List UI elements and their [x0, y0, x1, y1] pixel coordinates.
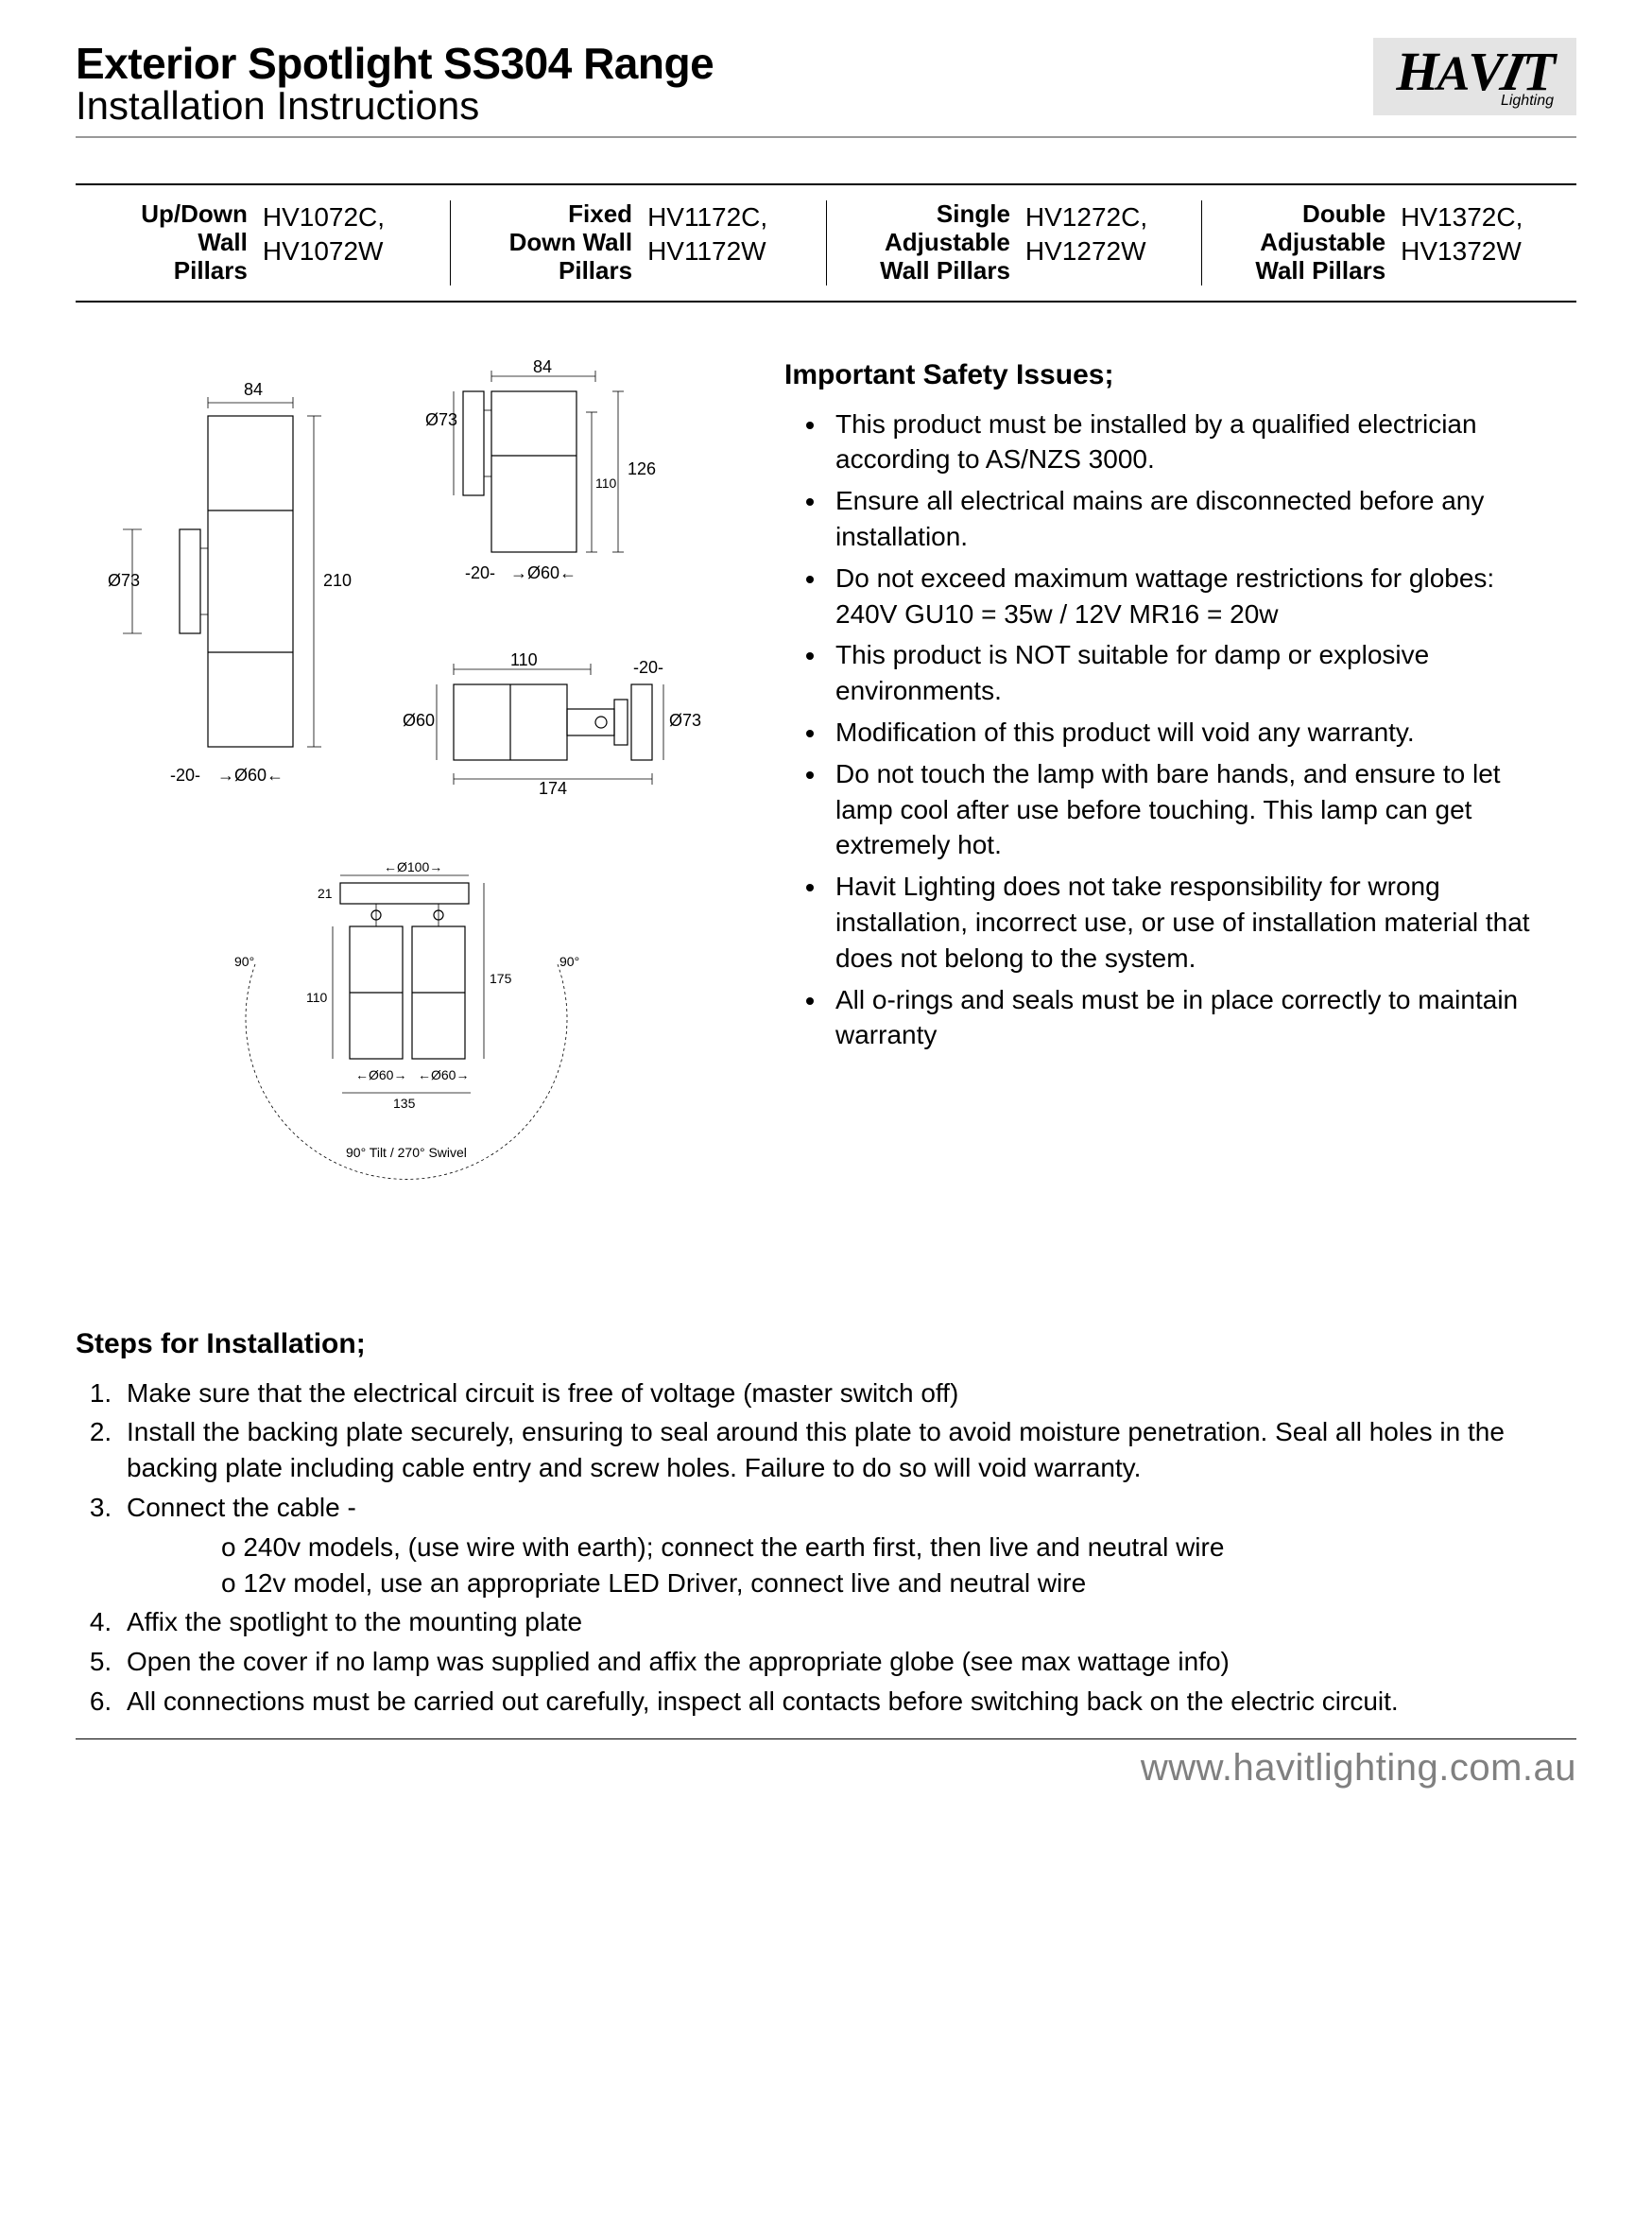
- svg-text:-20-: -20-: [465, 563, 495, 582]
- step-item-text: Connect the cable -: [127, 1493, 356, 1522]
- safety-section: Important Safety Issues; This product mu…: [784, 359, 1576, 1271]
- safety-list: This product must be installed by a qual…: [784, 406, 1557, 1054]
- product-label: SingleAdjustableWall Pillars: [880, 200, 1010, 285]
- step-subitem: 12v model, use an appropriate LED Driver…: [221, 1565, 1576, 1601]
- product-cell: DoubleAdjustableWall Pillars HV1372C,HV1…: [1202, 200, 1576, 285]
- svg-text:Ø73: Ø73: [425, 410, 457, 429]
- steps-list: Make sure that the electrical circuit is…: [76, 1375, 1576, 1720]
- safety-item: Ensure all electrical mains are disconne…: [828, 483, 1557, 555]
- product-model-bar: Up/DownWallPillars HV1072C,HV1072W Fixed…: [76, 183, 1576, 303]
- svg-text:110: 110: [595, 476, 617, 491]
- step-item: Connect the cable - 240v models, (use wi…: [119, 1490, 1576, 1600]
- step-item: Install the backing plate securely, ensu…: [119, 1414, 1576, 1486]
- product-codes: HV1272C,HV1272W: [1025, 200, 1147, 285]
- product-codes: HV1372C,HV1372W: [1401, 200, 1523, 285]
- svg-text:210: 210: [323, 571, 352, 590]
- footer-url: www.havitlighting.com.au: [76, 1747, 1576, 1790]
- svg-text:←Ø60→: ←Ø60→: [418, 1067, 469, 1082]
- product-label: DoubleAdjustableWall Pillars: [1255, 200, 1385, 285]
- svg-text:84: 84: [533, 359, 552, 376]
- svg-text:Ø73: Ø73: [669, 711, 701, 730]
- svg-text:→Ø60←: →Ø60←: [217, 766, 284, 785]
- product-cell: SingleAdjustableWall Pillars HV1272C,HV1…: [827, 200, 1202, 285]
- logo-main-text: HAVIT: [1396, 47, 1554, 96]
- product-cell: FixedDown WallPillars HV1172C,HV1172W: [451, 200, 826, 285]
- safety-item: All o-rings and seals must be in place c…: [828, 982, 1557, 1054]
- diagrams-svg: 84 Ø73 210 -20- →Ø60←: [76, 359, 756, 1267]
- step-item: Affix the spotlight to the mounting plat…: [119, 1604, 1576, 1640]
- product-codes: HV1072C,HV1072W: [263, 200, 385, 285]
- svg-text:-20-: -20-: [633, 658, 663, 677]
- safety-item: This product must be installed by a qual…: [828, 406, 1557, 478]
- svg-text:→Ø60←: →Ø60←: [510, 563, 576, 582]
- technical-diagrams: 84 Ø73 210 -20- →Ø60←: [76, 359, 756, 1271]
- brand-logo: HAVIT Lighting: [1373, 38, 1576, 115]
- step-sublist: 240v models, (use wire with earth); conn…: [127, 1530, 1576, 1601]
- safety-item: Modification of this product will void a…: [828, 715, 1557, 751]
- page-title: Exterior Spotlight SS304 Range: [76, 38, 714, 89]
- svg-text:Ø60: Ø60: [403, 711, 435, 730]
- svg-text:Ø73: Ø73: [108, 571, 140, 590]
- svg-text:110: 110: [510, 650, 538, 669]
- svg-text:110: 110: [306, 990, 328, 1005]
- safety-item: This product is NOT suitable for damp or…: [828, 637, 1557, 709]
- step-item: Open the cover if no lamp was supplied a…: [119, 1644, 1576, 1680]
- svg-text:-20-: -20-: [170, 766, 200, 785]
- steps-section: Steps for Installation; Make sure that t…: [76, 1328, 1576, 1720]
- safety-item: Do not exceed maximum wattage restrictio…: [828, 561, 1557, 632]
- product-label: Up/DownWallPillars: [141, 200, 248, 285]
- footer-rule: [76, 1738, 1576, 1739]
- svg-text:175: 175: [490, 971, 512, 986]
- svg-text:90° Tilt / 270° Swivel: 90° Tilt / 270° Swivel: [346, 1145, 467, 1160]
- step-item: All connections must be carried out care…: [119, 1684, 1576, 1720]
- step-item: Make sure that the electrical circuit is…: [119, 1375, 1576, 1411]
- svg-text:84: 84: [244, 380, 263, 399]
- svg-text:135: 135: [393, 1096, 416, 1111]
- svg-text:←Ø60→: ←Ø60→: [355, 1067, 406, 1082]
- svg-text:90°: 90°: [234, 954, 254, 969]
- safety-heading: Important Safety Issues;: [784, 359, 1557, 391]
- header-titles: Exterior Spotlight SS304 Range Installat…: [76, 38, 714, 129]
- step-subitem: 240v models, (use wire with earth); conn…: [221, 1530, 1576, 1565]
- svg-text:21: 21: [318, 886, 333, 901]
- safety-item: Do not touch the lamp with bare hands, a…: [828, 756, 1557, 863]
- svg-text:←Ø100→: ←Ø100→: [384, 859, 442, 874]
- body-row: 84 Ø73 210 -20- →Ø60←: [76, 359, 1576, 1271]
- product-label: FixedDown WallPillars: [509, 200, 632, 285]
- safety-item: Havit Lighting does not take responsibil…: [828, 869, 1557, 976]
- svg-text:174: 174: [539, 779, 567, 798]
- steps-heading: Steps for Installation;: [76, 1328, 1576, 1360]
- svg-text:126: 126: [628, 459, 656, 478]
- svg-text:90°: 90°: [559, 954, 579, 969]
- page-subtitle: Installation Instructions: [76, 83, 714, 129]
- product-cell: Up/DownWallPillars HV1072C,HV1072W: [76, 200, 451, 285]
- product-codes: HV1172C,HV1172W: [647, 200, 767, 285]
- page-header: Exterior Spotlight SS304 Range Installat…: [76, 38, 1576, 138]
